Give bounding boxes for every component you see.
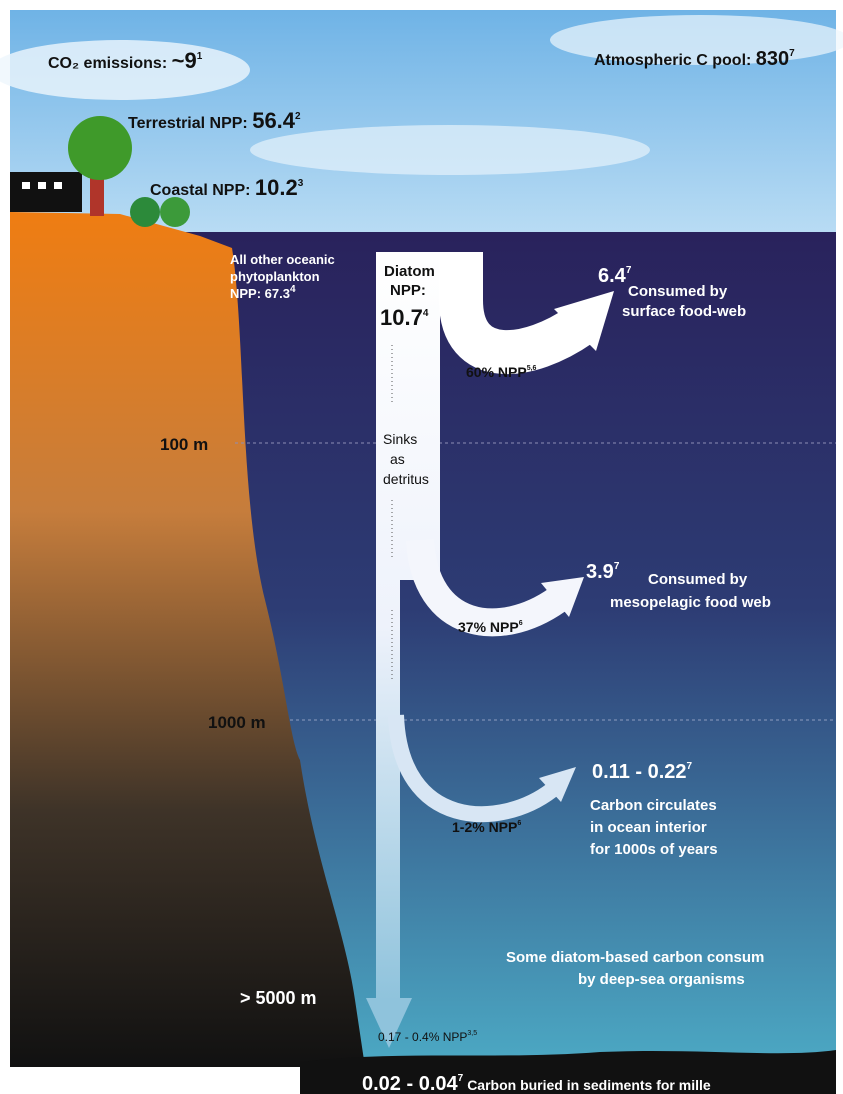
depth-label: 1000 m [208, 713, 266, 732]
text: CO₂ emissions: [48, 55, 167, 72]
text: 6.4 [598, 265, 627, 287]
factory-windows [22, 182, 62, 189]
text: 7 [789, 48, 795, 59]
flux-fraction: 60% NPP5,6 [466, 364, 537, 380]
text: NPP: 67.3 [230, 286, 290, 301]
text: Carbon circulates [590, 797, 717, 814]
text: Some diatom-based carbon consum [506, 949, 764, 966]
text: 7 [614, 561, 620, 572]
text: 2 [295, 111, 301, 122]
text: 7 [626, 265, 632, 276]
text: 6 [519, 620, 523, 627]
shrub [130, 197, 160, 227]
shrub [160, 197, 190, 227]
text: Consumed by [628, 283, 728, 300]
text: Diatom [384, 263, 435, 280]
factory [10, 172, 82, 212]
tree-crown [68, 116, 132, 180]
text: Carbon buried in sediments for mille [467, 1077, 711, 1093]
text: 60% NPP [466, 364, 527, 380]
text: 4 [290, 284, 296, 295]
atmospheric-pool: Atmospheric C pool: 8307 [594, 48, 795, 70]
seafloor-fraction: 0.17 - 0.4% NPP3,5 [378, 1030, 477, 1044]
text: 0.02 - 0.04 [362, 1073, 459, 1094]
flux-value: 0.11 - 0.227 [592, 761, 693, 783]
text: 830 [756, 48, 789, 70]
text: Sinks [383, 431, 417, 447]
text: 0.11 - 0.22 [592, 761, 687, 783]
text: 3.9 [586, 561, 614, 583]
text: Terrestrial NPP: [128, 115, 248, 132]
text: 4 [423, 308, 429, 319]
text: as [390, 451, 405, 467]
page: {"atmosphere": {"emissions": {"label": "… [0, 0, 843, 1094]
cloud [250, 125, 650, 175]
text: All other oceanic [230, 252, 335, 267]
text: Atmospheric C pool: [594, 52, 751, 69]
text: detritus [383, 471, 429, 487]
text: ~9 [172, 48, 197, 73]
text: by deep-sea organisms [578, 971, 745, 988]
flux-label: Carbon circulates in ocean interior for 10… [590, 797, 718, 858]
text: phytoplankton [230, 269, 320, 284]
text: 6 [517, 820, 521, 827]
depth-label: > 5000 m [240, 988, 317, 1008]
text: 3,5 [467, 1030, 477, 1037]
diagram: CO₂ emissions: ~91 Atmospheric C pool: 8… [0, 0, 843, 1094]
text: 10.2 [255, 175, 298, 200]
text: surface food-web [622, 303, 746, 320]
text: 37% NPP [458, 619, 519, 635]
text: Coastal NPP: [150, 182, 250, 199]
text: mesopelagic food web [610, 594, 771, 611]
text: 10.7 [380, 305, 423, 330]
text: for 1000s of years [590, 841, 718, 858]
flux-fraction: 37% NPP6 [458, 619, 523, 635]
flux-fraction: 1-2% NPP6 [452, 819, 521, 835]
text: 56.4 [252, 108, 296, 133]
text: 0.17 - 0.4% NPP [378, 1030, 467, 1044]
text: 1-2% NPP [452, 819, 517, 835]
text: Consumed by [648, 571, 748, 588]
text: 5,6 [527, 365, 537, 372]
text: 3 [298, 178, 304, 189]
text: NPP: [390, 282, 426, 299]
text: in ocean interior [590, 819, 707, 836]
text: 1 [197, 51, 203, 62]
text: 7 [458, 1073, 464, 1084]
depth-label: 100 m [160, 435, 208, 454]
text: 7 [687, 761, 693, 772]
